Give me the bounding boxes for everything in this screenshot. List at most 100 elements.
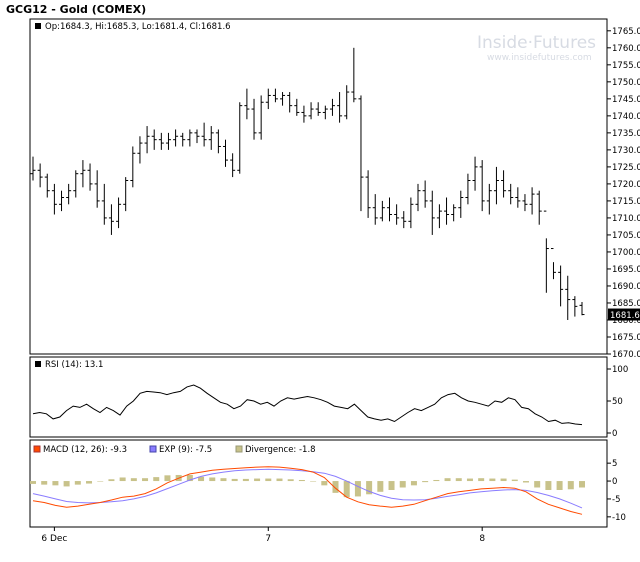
price-bar (30, 156, 36, 181)
price-legend-marker (35, 23, 41, 29)
price-bar (223, 139, 229, 167)
price-bar (344, 85, 350, 120)
price-bar (415, 183, 421, 212)
last-price-box (608, 308, 640, 321)
price-bar (436, 204, 442, 229)
divergence-bar (30, 481, 36, 484)
divergence-bar (220, 478, 227, 482)
price-bar (501, 170, 507, 198)
exp-legend: EXP (9): -7.5 (159, 445, 212, 455)
divergence-bar (198, 476, 205, 482)
price-bar (215, 129, 221, 154)
exp-legend-marker (149, 445, 157, 453)
price-tick-label: 1745.0 (612, 95, 640, 105)
divergence-bar (332, 481, 339, 493)
macd-series (30, 466, 585, 515)
price-bar (458, 190, 464, 218)
price-tick-label: 1755.0 (612, 61, 640, 71)
price-tick-label: 1740.0 (612, 112, 640, 122)
macd-tick-label: 5 (612, 459, 617, 469)
divergence-bar (119, 477, 126, 482)
macd-tick-label: -10 (612, 513, 626, 523)
price-bar (401, 211, 407, 229)
price-bar (572, 296, 578, 317)
price-bar (130, 146, 136, 188)
divergence-bar (377, 481, 384, 492)
divergence-bar (466, 478, 473, 482)
price-bar (80, 160, 86, 188)
price-tick-label: 1735.0 (612, 129, 640, 139)
price-bar (486, 183, 492, 215)
macd-legend: MACD (12, 26): -9.3 (43, 445, 127, 455)
price-bar (165, 132, 171, 150)
divergence-bar (164, 475, 171, 482)
divergence-bar (231, 478, 238, 482)
price-bar (280, 92, 286, 106)
x-tick-label: 7 (265, 534, 271, 544)
price-bar (329, 98, 335, 116)
rsi-series (32, 384, 583, 426)
price-tick-label: 1765.0 (612, 27, 640, 37)
price-bar (158, 132, 164, 150)
divergence-bar (354, 481, 361, 497)
price-bar (301, 105, 307, 123)
rsi-legend-marker (35, 361, 41, 367)
price-tick-label: 1730.0 (612, 146, 640, 156)
price-bar (287, 92, 293, 113)
price-bar (108, 204, 114, 235)
price-bar (237, 102, 243, 174)
divergence-bar (63, 481, 70, 487)
macd-tick-label: -5 (612, 495, 620, 505)
price-series (30, 47, 585, 320)
price-bar (550, 248, 556, 280)
price-bar (51, 183, 57, 215)
divergence-bar (545, 481, 552, 490)
divergence-legend: Divergence: -1.8 (245, 445, 316, 455)
price-tick-label: 1705.0 (612, 231, 640, 241)
divergence-bar (153, 477, 160, 482)
macd-line (32, 466, 583, 515)
price-bar (451, 204, 457, 222)
divergence-bar (186, 474, 193, 482)
divergence-bar (511, 479, 518, 482)
divergence-bar (478, 478, 485, 482)
divergence-bar (276, 478, 283, 482)
divergence-bar (142, 478, 149, 482)
price-bar (508, 183, 514, 205)
price-bar (123, 177, 129, 212)
x-axis: 6 Dec78911 (41, 527, 485, 544)
price-bar (59, 190, 65, 212)
price-bar (294, 98, 300, 116)
divergence-bar (254, 478, 261, 482)
price-bar (529, 187, 535, 215)
price-bar (315, 102, 321, 116)
price-tick-label: 1700.0 (612, 248, 640, 258)
price-bar (187, 129, 193, 147)
divergence-bar (455, 478, 462, 482)
watermark-url: www.insidefutures.com (487, 53, 592, 63)
price-tick-label: 1725.0 (612, 163, 640, 173)
rsi-panel-frame (29, 356, 608, 438)
price-y-axis: 1670.0 1675.0 1680.0 1685.0 1690.0 1695.0 1700… (607, 27, 640, 360)
price-bar (337, 92, 343, 123)
price-bar (358, 95, 364, 212)
divergence-bar (444, 478, 451, 482)
divergence-bar (522, 481, 529, 483)
price-bar (493, 166, 499, 205)
divergence-bar (265, 478, 272, 482)
x-tick-label: 6 Dec (41, 534, 67, 544)
divergence-bar (388, 481, 395, 490)
price-bar (258, 95, 264, 140)
price-tick-label: 1690.0 (612, 282, 640, 292)
price-bar (137, 136, 143, 164)
price-tick-label: 1675.0 (612, 333, 640, 343)
price-tick-label: 1670.0 (612, 350, 640, 360)
price-bar (308, 102, 314, 120)
price-bar (379, 200, 385, 222)
divergence-bar (366, 481, 373, 495)
price-bar (208, 126, 214, 150)
price-bar (429, 190, 435, 235)
price-tick-label: 1710.0 (612, 214, 640, 224)
divergence-bar (500, 478, 507, 482)
